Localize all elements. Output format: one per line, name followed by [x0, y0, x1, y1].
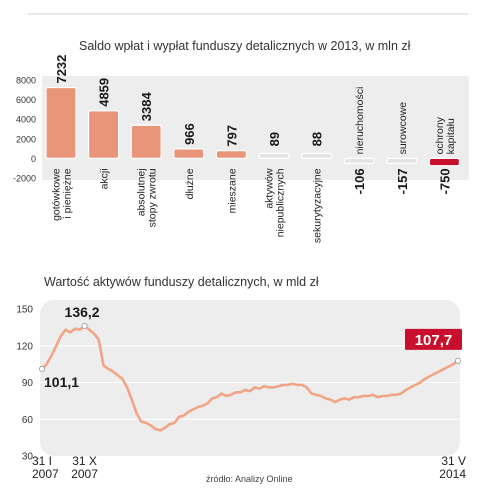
line-x-tick-label: 2007 — [32, 467, 59, 481]
line-chart-title: Wartość aktywów funduszy detalicznych, w… — [44, 275, 319, 289]
series-line-aktywa — [41, 324, 459, 432]
bar-5 — [215, 149, 247, 160]
bar-category-label: surowcowe — [397, 102, 409, 155]
line-x-tick-label: 2014 — [439, 467, 466, 481]
bar-value-label: 3384 — [139, 92, 154, 122]
bar-y-tick-label: 8000 — [16, 76, 36, 86]
bar-category-labels: gotówkowe i pieniężne akcji absolutnej stopy… — [51, 87, 457, 243]
line-y-tick-label: 150 — [16, 305, 33, 316]
bar-value-label: 966 — [182, 123, 197, 145]
bar-category-label: mieszane — [226, 168, 238, 213]
line-annotation-point — [454, 357, 461, 364]
line-y-tick-label: 30 — [22, 452, 34, 463]
bar-1 — [45, 86, 77, 159]
bar-category-label: aktywów — [264, 168, 276, 209]
line-y-axis: 150 120 90 60 30 — [16, 305, 33, 463]
bar-category-label: absolutnej — [136, 168, 148, 216]
bar-8 — [343, 157, 375, 164]
line-annotation-label: 107,7 — [415, 332, 453, 349]
line-annotation-label: 136,2 — [65, 304, 100, 320]
bar-value-label: 89 — [267, 132, 282, 146]
bar-chart-title: Saldo wpłat i wypłat funduszy detaliczny… — [79, 39, 411, 53]
bar-value-label: 88 — [310, 132, 325, 146]
line-chart-panel — [40, 300, 460, 456]
bar-y-tick-label: 4000 — [16, 115, 36, 125]
bar-y-tick-label: 2000 — [16, 134, 36, 144]
bar-category-label: nieruchomości — [354, 87, 366, 155]
line-grid — [40, 345, 460, 420]
bar-category-label: stopy zwrotu — [147, 168, 159, 227]
line-x-tick-label: 31 I — [32, 454, 52, 468]
bar-value-label: 797 — [224, 125, 239, 147]
bar-9 — [386, 157, 418, 164]
line-annotation-box — [405, 328, 462, 350]
line-y-tick-label: 120 — [16, 341, 33, 352]
bar-value-labels: 7232 4859 3384 966 797 89 88 -106 -157 -750 — [54, 55, 452, 195]
bar-category-label: ochrony — [434, 116, 446, 154]
bar-category-label: dłużne — [184, 168, 196, 199]
bar-10 — [428, 157, 460, 167]
bar-chart: Saldo wpłat i wypłat funduszy detaliczny… — [13, 39, 469, 243]
line-x-tick-label: 31 V — [441, 454, 466, 468]
bar-y-tick-label: 0 — [31, 154, 36, 164]
bar-4 — [173, 148, 205, 159]
line-chart: Wartość aktywów funduszy detalicznych, w… — [16, 275, 466, 481]
bar-marks — [45, 86, 460, 167]
line-x-tick-label: 2007 — [71, 467, 98, 481]
bar-y-tick-label: -2000 — [13, 174, 36, 184]
line-annotation-point — [81, 322, 88, 329]
bar-category-label: kapitału — [445, 118, 457, 154]
bar-2 — [87, 110, 120, 159]
bar-category-label: sekurytyzacyjne — [312, 168, 324, 243]
bar-value-label: 7232 — [54, 55, 69, 84]
bar-7 — [301, 152, 333, 159]
line-annotation-label: 101,1 — [44, 374, 79, 390]
bar-category-label: akcji — [99, 168, 111, 189]
line-annotations: 101,1 136,2 107,7 — [39, 304, 462, 390]
line-x-tick-label: 31 X — [72, 454, 97, 468]
bar-value-label: -157 — [395, 168, 410, 194]
line-y-tick-label: 60 — [22, 415, 34, 426]
line-y-tick-label: 90 — [22, 378, 34, 389]
bar-category-label: niepublicznych — [275, 168, 287, 237]
bar-3 — [130, 124, 162, 160]
bar-value-label: 4859 — [97, 78, 112, 107]
bar-category-label: gotówkowe — [51, 168, 63, 221]
line-annotation-point — [39, 365, 46, 372]
bar-value-label: -106 — [352, 168, 367, 194]
bar-y-axis: 8000 6000 4000 2000 0 -2000 — [13, 76, 36, 184]
bar-6 — [258, 152, 290, 159]
source-note: źródło: Analizy Online — [206, 474, 293, 484]
bar-category-label: i pieniężne — [62, 168, 74, 218]
bar-y-tick-label: 6000 — [16, 95, 36, 105]
bar-value-label: -750 — [437, 168, 452, 194]
